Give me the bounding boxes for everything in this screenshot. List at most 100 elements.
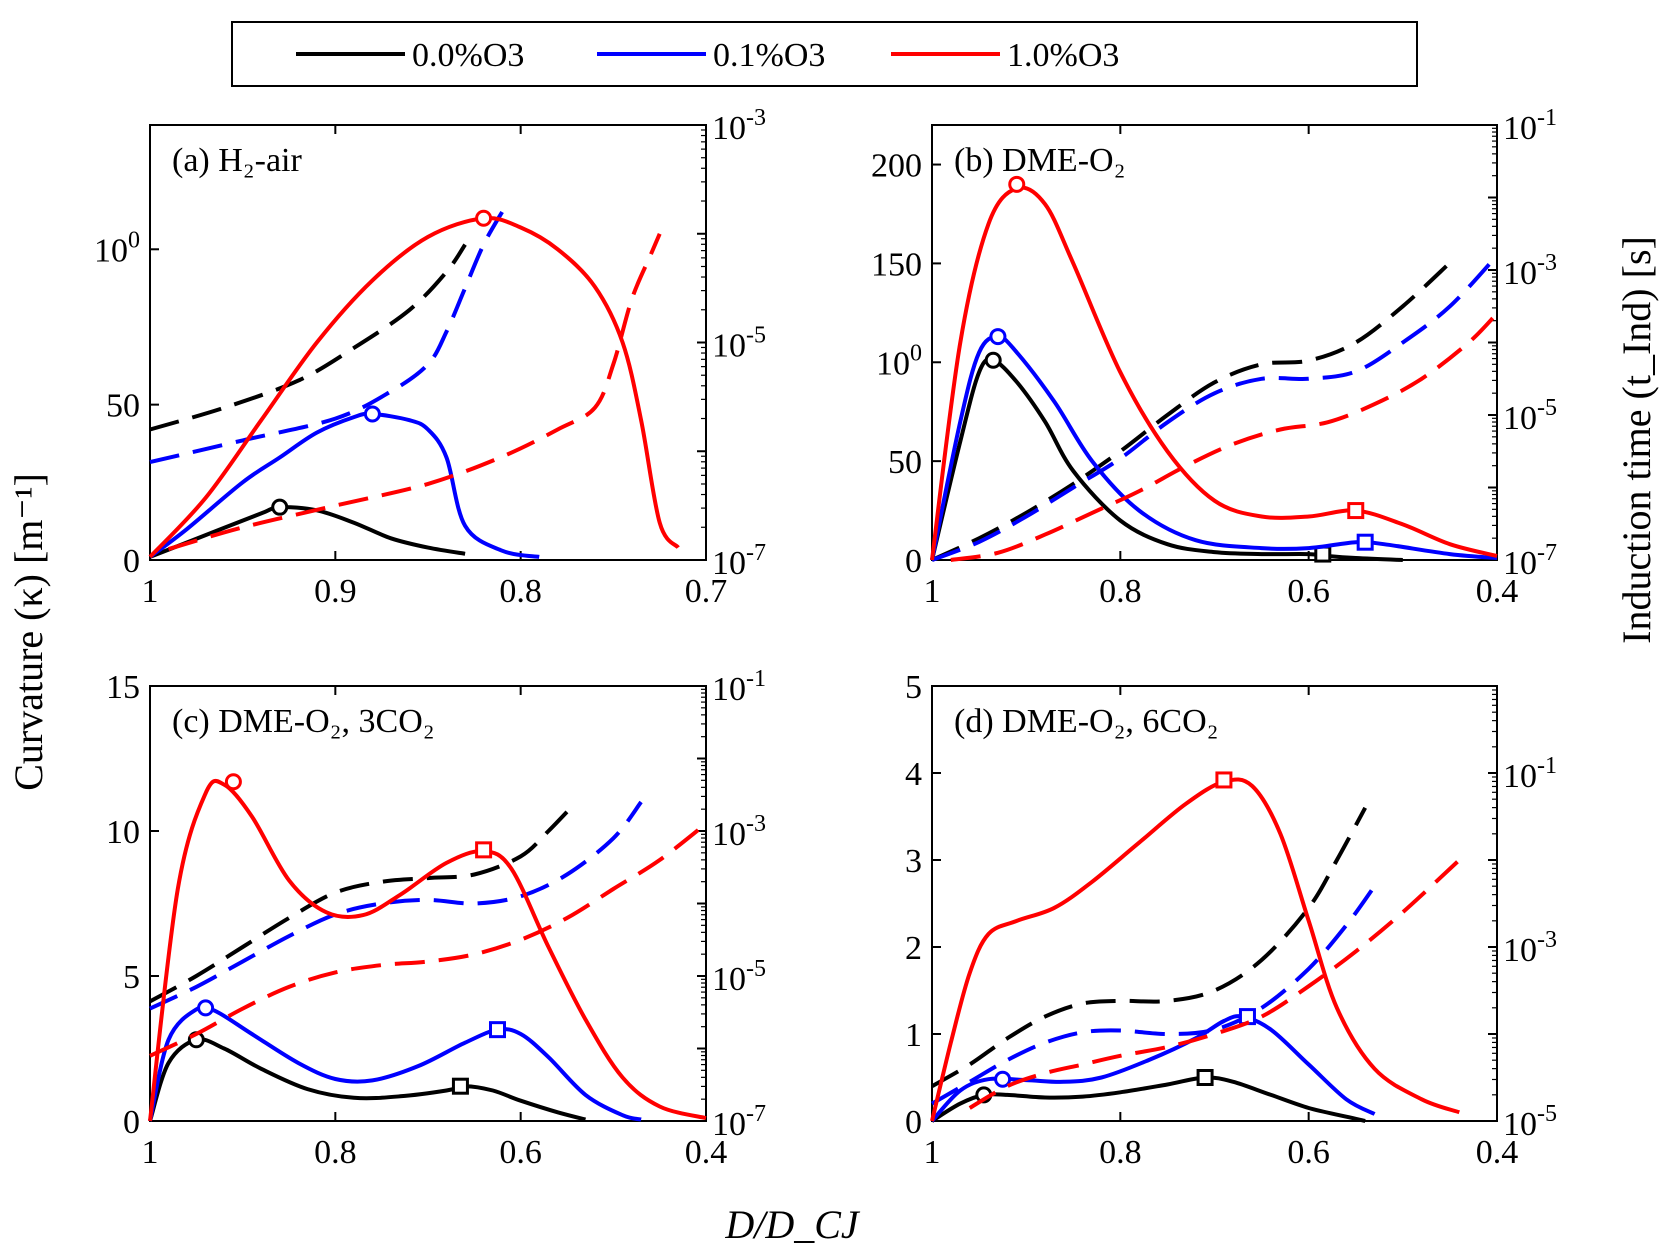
y-tick-label: 1 <box>905 1017 922 1054</box>
x-tick-label: 0.4 <box>685 1134 728 1171</box>
peak-marker-square-0.1%O3 <box>489 1021 506 1039</box>
y2-tick-label: 10-1 <box>712 666 766 708</box>
legend-box <box>231 21 1418 87</box>
y-tick-label: 5 <box>905 669 922 706</box>
curvature-line-1.0%O3 <box>148 215 680 559</box>
legend-label-1: 0.1%O3 <box>713 37 825 74</box>
y-tick-label: 50 <box>888 444 922 481</box>
y-tick-label: 0 <box>123 1104 140 1141</box>
legend: 0.0%O3 0.1%O3 1.0%O3 <box>231 21 1418 87</box>
peak-marker-1.0%O3 <box>224 773 242 791</box>
plot-frame <box>931 685 1498 1122</box>
panel-b: 1 0.8 0.6 0.4 0 50 100 150 200 10-7 10-5 10-3 10-1 (b… <box>871 105 1557 610</box>
induction-line-1.0%O3 <box>167 232 662 552</box>
peak-marker-square-0.0%O3 <box>1196 1069 1214 1086</box>
peak-marker-0.0%O3 <box>984 351 1002 369</box>
peak-marker-0.1%O3 <box>197 999 215 1017</box>
x-tick-label: 0.8 <box>1099 1134 1142 1171</box>
induction-line-0.1%O3 <box>931 884 1377 1106</box>
peak-marker-square-0.0%O3 <box>451 1077 469 1095</box>
induction-line-1.0%O3 <box>968 858 1461 1110</box>
panel-a: 1 0.9 0.8 0.7 0 50 100 10-7 10-5 10-3 (a) H₂-air <box>94 105 766 610</box>
induction-line-0.0%O3 <box>149 243 467 432</box>
induction-line-0.0%O3 <box>149 800 578 1004</box>
legend-label-2: 1.0%O3 <box>1007 37 1119 74</box>
peak-marker-0.0%O3 <box>271 498 289 516</box>
peak-marker-square-0.1%O3 <box>1356 533 1374 551</box>
y2-tick-label: 10-5 <box>712 956 766 998</box>
peak-marker-0.1%O3 <box>994 1070 1012 1088</box>
induction-line-0.1%O3 <box>931 254 1499 562</box>
peak-marker-square-1.0%O3 <box>475 841 493 859</box>
curvature-line-1.0%O3 <box>148 778 707 1122</box>
y-tick-label: 2 <box>905 930 922 967</box>
y2-tick-label: 10-3 <box>712 105 766 147</box>
y-tick-label: 100 <box>876 340 922 382</box>
peak-marker-0.1%O3 <box>989 328 1007 346</box>
peak-marker-square-1.0%O3 <box>1215 771 1233 789</box>
y2-tick-label: 10-1 <box>1503 753 1557 795</box>
induction-line-1.0%O3 <box>149 822 708 1058</box>
induction-line-0.1%O3 <box>149 211 504 465</box>
y-tick-label: 15 <box>106 669 140 706</box>
curvature-line-0.1%O3 <box>148 1004 642 1122</box>
x-tick-label: 1 <box>142 1134 159 1171</box>
y2-tick-label: 10-3 <box>1503 250 1557 292</box>
legend-label-0: 0.0%O3 <box>412 37 524 74</box>
x-axis-title: D/D_CJ <box>724 1202 861 1247</box>
y-tick-label: 10 <box>106 814 140 851</box>
curvature-line-1.0%O3 <box>930 185 1498 561</box>
y2-tick-label: 10-7 <box>712 540 766 582</box>
y-tick-label: 5 <box>123 959 140 996</box>
curvature-line-0.1%O3 <box>930 1014 1376 1123</box>
panel-c: 1 0.8 0.6 0.4 0 5 10 15 10-7 10-5 10-3 10-1 (c) DME-… <box>106 666 766 1171</box>
x-tick-label: 0.4 <box>1476 573 1519 610</box>
x-tick-label: 0.8 <box>314 1134 357 1171</box>
panel-label: (c) DME-O₂, 3CO₂ <box>172 703 435 740</box>
panel-label: (b) DME-O₂ <box>954 142 1125 179</box>
panel-label: (d) DME-O₂, 6CO₂ <box>954 703 1219 740</box>
plot-frame <box>149 685 707 1122</box>
y2-tick-label: 10-7 <box>712 1101 766 1143</box>
y-tick-label: 0 <box>905 1104 922 1141</box>
y2-tick-label: 10-5 <box>1503 1101 1557 1143</box>
x-tick-label: 1 <box>924 573 941 610</box>
x-tick-label: 0.6 <box>499 1134 542 1171</box>
curvature-line-1.0%O3 <box>930 777 1460 1122</box>
y2-tick-label: 10-7 <box>1503 540 1557 582</box>
x-tick-label: 0.6 <box>1287 573 1330 610</box>
peak-marker-1.0%O3 <box>1008 175 1026 193</box>
y-tick-label: 150 <box>871 246 922 283</box>
y-tick-label: 4 <box>905 756 922 793</box>
y2-tick-label: 10-5 <box>712 323 766 365</box>
y-tick-label: 50 <box>106 388 140 425</box>
x-tick-label: 0.6 <box>1287 1134 1330 1171</box>
curvature-line-0.0%O3 <box>149 505 466 559</box>
peak-marker-1.0%O3 <box>475 209 493 227</box>
peak-marker-0.1%O3 <box>363 405 381 423</box>
x-tick-label: 0.8 <box>1099 573 1142 610</box>
induction-line-0.0%O3 <box>931 261 1452 562</box>
x-tick-label: 0.9 <box>314 573 357 610</box>
y-axis-title-left: Curvature (κ) [m⁻¹] <box>6 473 51 791</box>
y2-tick-label: 10-3 <box>712 811 766 853</box>
y-tick-label: 0 <box>905 543 922 580</box>
x-tick-label: 1 <box>924 1134 941 1171</box>
panel-label: (a) H₂-air <box>172 142 303 179</box>
y-tick-label: 200 <box>871 148 922 185</box>
y2-tick-label: 10-3 <box>1503 927 1557 969</box>
induction-line-0.1%O3 <box>149 800 643 1011</box>
induction-line-1.0%O3 <box>950 312 1499 562</box>
y-tick-label: 3 <box>905 843 922 880</box>
x-tick-label: 0.8 <box>499 573 542 610</box>
y2-tick-label: 10-1 <box>1503 105 1557 147</box>
x-tick-label: 0.7 <box>685 573 728 610</box>
y2-tick-label: 10-5 <box>1503 395 1557 437</box>
y-tick-label: 0 <box>123 543 140 580</box>
y-axis-title-right: Induction time (t_Ind) [s] <box>1614 236 1659 644</box>
y-tick-label: 100 <box>94 227 140 269</box>
x-tick-label: 0.4 <box>1476 1134 1519 1171</box>
x-tick-label: 1 <box>142 573 159 610</box>
